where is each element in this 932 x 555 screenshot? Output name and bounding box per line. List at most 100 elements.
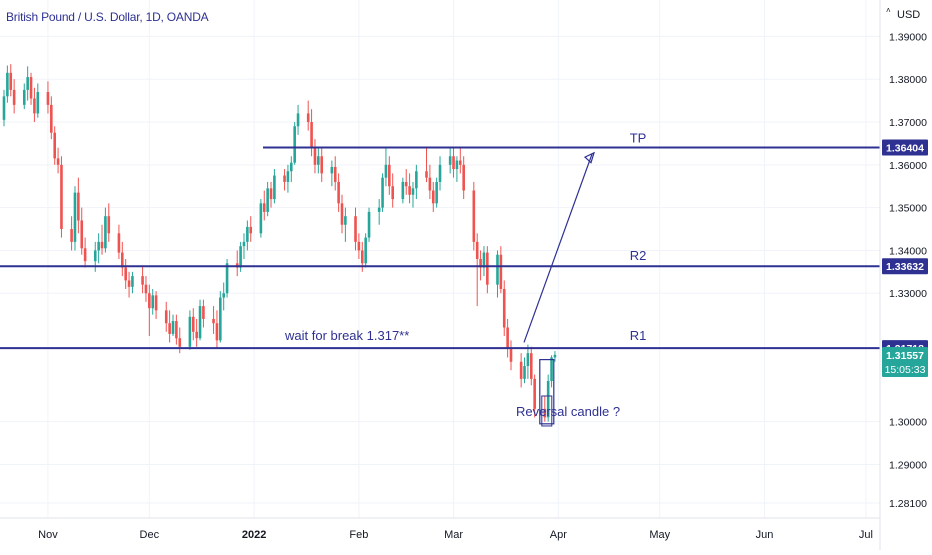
level-price-label: 1.33632 (886, 261, 924, 273)
candle-body (455, 160, 459, 170)
candle-body (550, 357, 553, 382)
candle-body (310, 122, 313, 148)
x-tick-label: 2022 (242, 529, 266, 541)
x-tick-label: Jun (756, 529, 774, 541)
candle-body (50, 104, 53, 133)
candle-body (533, 378, 536, 409)
levels (0, 146, 880, 350)
candle-body (479, 259, 482, 268)
candle-body (377, 207, 381, 212)
x-tick-label: Dec (140, 529, 160, 541)
candle-body (107, 216, 111, 234)
x-tick-label: Apr (550, 529, 567, 541)
candle-body (117, 233, 121, 253)
candle-body (509, 348, 513, 362)
x-tick-label: May (649, 529, 670, 541)
candle-body (269, 188, 273, 200)
candle-body (330, 166, 334, 174)
candle-body (33, 98, 36, 114)
candle-body (198, 306, 202, 339)
candle-body (546, 381, 550, 418)
candle-body (293, 126, 296, 163)
candle-body (73, 192, 77, 242)
candle-body (100, 241, 104, 249)
candle-body (12, 89, 16, 105)
candle-body (360, 250, 364, 264)
candle-body (225, 263, 229, 294)
candle-body (286, 171, 290, 182)
candle-body (320, 156, 324, 174)
candle-body (53, 132, 56, 159)
candle-body (296, 113, 300, 127)
candle-body (381, 177, 384, 208)
candle-body (168, 323, 171, 334)
candle-body (171, 321, 175, 334)
y-tick-label: 1.28100 (889, 498, 927, 510)
candle-body (408, 186, 411, 195)
candle-body (391, 186, 394, 200)
reversal-candle-box (541, 395, 553, 427)
candle-body (9, 72, 13, 90)
candle-body (148, 293, 151, 309)
candle-body (340, 203, 344, 225)
candle-body (475, 241, 479, 259)
candle-body (195, 331, 198, 339)
r2-label: R2 (630, 248, 647, 263)
candle-body (543, 408, 547, 418)
candle-body (404, 181, 408, 187)
candle-body (70, 229, 73, 242)
candle-body (496, 254, 499, 285)
candle-body (283, 175, 286, 182)
candle-body (222, 293, 225, 298)
candle-body (219, 297, 222, 341)
break-annotation: wait for break 1.317** (284, 328, 409, 343)
y-tick-label: 1.34000 (889, 245, 927, 257)
candle-body (77, 192, 80, 221)
candle-body (317, 156, 320, 165)
level-price-label: 1.36404 (886, 143, 924, 155)
candle-body (104, 216, 107, 249)
candle-body (502, 288, 506, 328)
currency-caret-icon[interactable]: ˄ (886, 6, 891, 15)
level-price-tag (882, 139, 928, 156)
y-tick-label: 1.39000 (889, 31, 927, 43)
candle-body (438, 164, 442, 182)
candle-body (364, 237, 367, 264)
y-tick-label: 1.37000 (889, 117, 927, 129)
candle-body (2, 96, 6, 120)
candle-body (411, 188, 415, 195)
candle-body (273, 175, 276, 200)
candle-body (482, 252, 486, 268)
candle-body (154, 295, 158, 311)
candle-body (486, 252, 489, 285)
candle-body (357, 241, 361, 251)
x-tick-label: Jul (859, 529, 873, 541)
candle-body (431, 190, 435, 204)
last-price-tag (882, 347, 928, 378)
candle-body (529, 353, 533, 379)
x-tick-label: Mar (444, 529, 463, 541)
candle-body (242, 241, 246, 247)
candle-body (526, 353, 530, 367)
candle-body (425, 171, 428, 178)
candle-body (333, 166, 337, 182)
candle-body (60, 164, 63, 230)
level-price-tag (882, 258, 928, 275)
candle-body (354, 216, 357, 242)
candle-body (472, 190, 476, 242)
candle-body (306, 113, 310, 123)
candle-body (83, 248, 87, 262)
price-axis-bg (880, 0, 932, 550)
candle-body (388, 164, 391, 187)
last-price-label: 1.31557 (886, 350, 924, 362)
y-tick-label: 1.29000 (889, 459, 927, 471)
candle-body (384, 164, 388, 178)
annotations: TP R2 R1 wait for break 1.317** Reversal can… (284, 131, 647, 427)
x-tick-label: Feb (349, 529, 368, 541)
y-tick-label: 1.30000 (889, 417, 927, 429)
candle-body (462, 164, 465, 191)
candle-body (178, 338, 182, 347)
currency-label[interactable]: USD (897, 9, 921, 21)
